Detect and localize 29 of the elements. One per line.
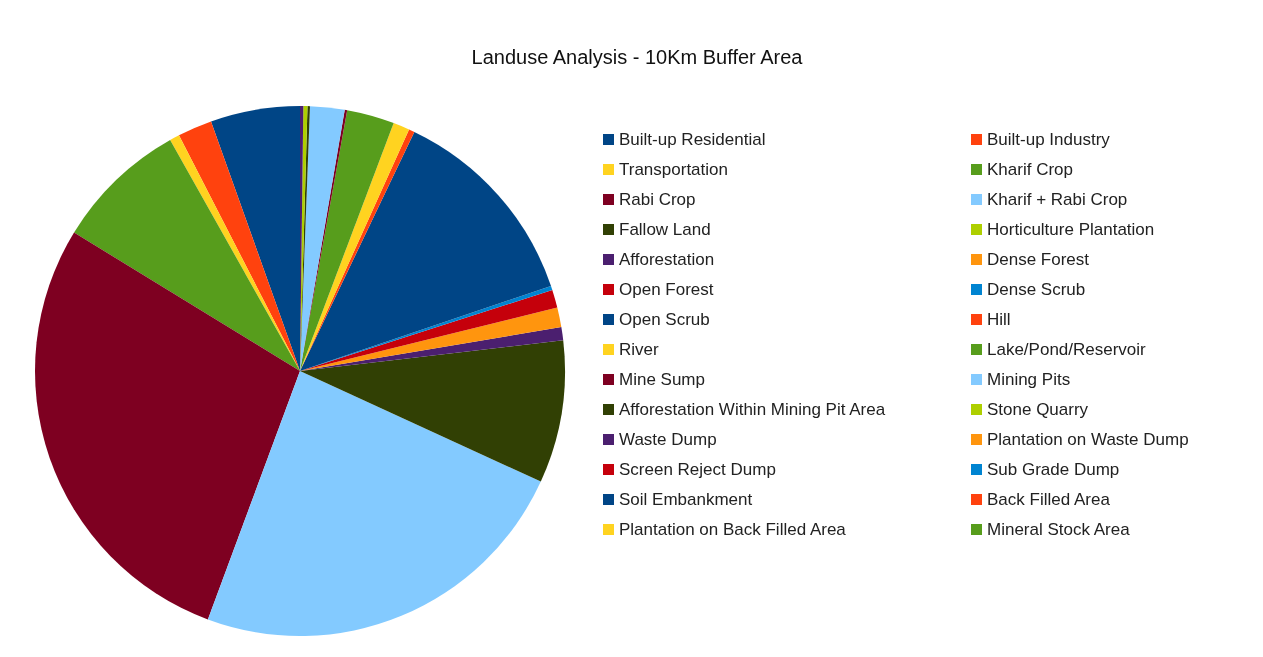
legend-label: Back Filled Area bbox=[987, 490, 1111, 509]
legend-label: Sub Grade Dump bbox=[987, 460, 1120, 479]
legend-label: Stone Quarry bbox=[987, 400, 1089, 419]
legend-label: Lake/Pond/Reservoir bbox=[987, 340, 1147, 359]
legend-label: Plantation on Back Filled Area bbox=[619, 520, 847, 539]
legend-label: Fallow Land bbox=[619, 220, 711, 239]
legend-label: Dense Scrub bbox=[987, 280, 1086, 299]
legend-label: Rabi Crop bbox=[619, 190, 696, 209]
legend-label: Mine Sump bbox=[619, 370, 705, 389]
legend-label: Built-up Residential bbox=[619, 130, 766, 149]
legend-label: Kharif + Rabi Crop bbox=[987, 190, 1128, 209]
legend-label: River bbox=[619, 340, 660, 359]
legend-label: Open Scrub bbox=[619, 310, 710, 329]
legend-label: Soil Embankment bbox=[619, 490, 753, 509]
legend-label: Dense Forest bbox=[987, 250, 1090, 269]
legend-label: Built-up Industry bbox=[987, 130, 1111, 149]
legend-label: Hill bbox=[987, 310, 1011, 329]
legend-label: Open Forest bbox=[619, 280, 714, 299]
legend-label: Screen Reject Dump bbox=[619, 460, 776, 479]
legend-label: Transportation bbox=[619, 160, 728, 179]
legend-label: Mineral Stock Area bbox=[987, 520, 1131, 539]
legend-label: Horticulture Plantation bbox=[987, 220, 1155, 239]
legend-label: Waste Dump bbox=[619, 430, 717, 449]
chart-title: Landuse Analysis - 10Km Buffer Area bbox=[471, 46, 804, 68]
legend-label: Mining Pits bbox=[987, 370, 1071, 389]
legend-label: Kharif Crop bbox=[987, 160, 1073, 179]
legend-label: Plantation on Waste Dump bbox=[987, 430, 1189, 449]
legend-label: Afforestation Within Mining Pit Area bbox=[619, 400, 886, 419]
legend-label: Afforestation bbox=[619, 250, 715, 269]
